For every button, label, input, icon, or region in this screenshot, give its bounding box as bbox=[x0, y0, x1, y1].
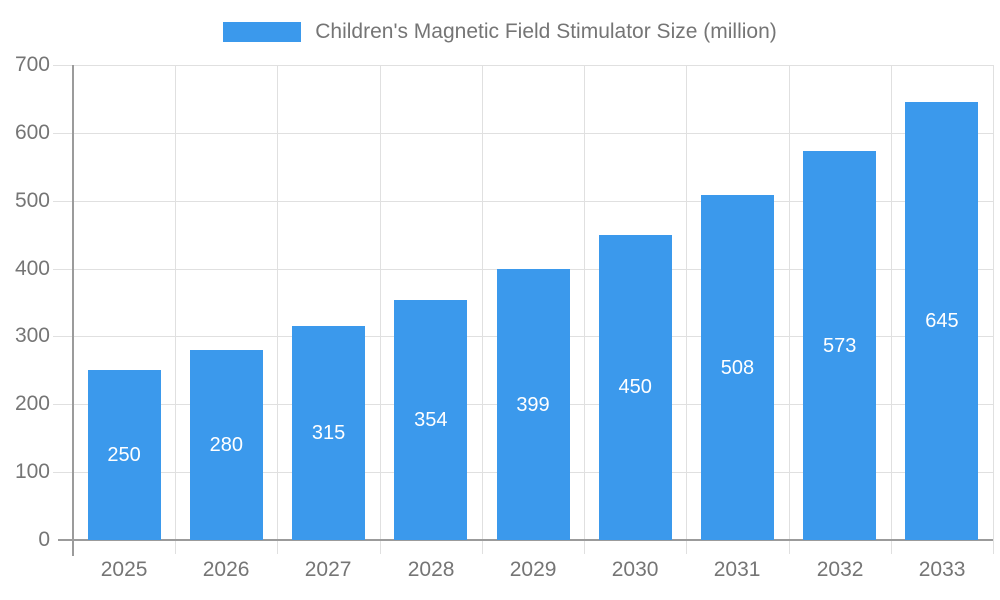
bar-value-label: 573 bbox=[823, 334, 857, 357]
bar-value-label: 354 bbox=[414, 408, 448, 431]
y-axis-tick-label: 300 bbox=[14, 324, 50, 347]
x-axis-tick-label: 2027 bbox=[304, 558, 352, 581]
bar-2028[interactable]: 354 bbox=[394, 299, 468, 540]
gridline-vertical bbox=[993, 65, 994, 554]
bar-value-label: 508 bbox=[720, 356, 755, 379]
bar-2030[interactable]: 450 bbox=[598, 234, 672, 540]
bar-value-label: 315 bbox=[311, 422, 346, 445]
y-axis-tick-label: 600 bbox=[14, 121, 50, 144]
gridline-vertical bbox=[482, 65, 483, 554]
gridline-vertical bbox=[891, 65, 892, 554]
gridline-vertical bbox=[584, 65, 585, 554]
y-axis-tick-label: 500 bbox=[14, 189, 50, 212]
y-axis-tick-label: 200 bbox=[14, 392, 50, 415]
y-axis-tick-label: 100 bbox=[14, 460, 50, 483]
bar-value-label: 399 bbox=[516, 393, 550, 416]
x-axis-tick-label: 2032 bbox=[816, 558, 864, 581]
bar-2032[interactable]: 573 bbox=[803, 151, 877, 540]
y-axis-line bbox=[72, 65, 74, 556]
y-axis-tick-label: 0 bbox=[38, 528, 50, 551]
bar-value-label: 280 bbox=[209, 434, 243, 456]
legend-item[interactable]: Children's Magnetic Field Stimulator Siz… bbox=[0, 20, 1000, 44]
gridline-vertical bbox=[686, 65, 687, 554]
x-axis-tick-label: 2026 bbox=[202, 558, 250, 581]
x-axis-tick-label: 2031 bbox=[713, 558, 761, 581]
gridline-vertical bbox=[277, 65, 278, 554]
bar-2027[interactable]: 315 bbox=[292, 326, 366, 541]
legend-label: Children's Magnetic Field Stimulator Siz… bbox=[315, 20, 777, 43]
bar-2029[interactable]: 399 bbox=[496, 269, 570, 541]
x-axis-tick-label: 2033 bbox=[918, 558, 966, 581]
gridline-vertical bbox=[175, 65, 176, 554]
bar-2025[interactable]: 250 bbox=[87, 370, 161, 540]
gridline-horizontal bbox=[53, 65, 993, 66]
x-axis-tick-label: 2029 bbox=[509, 558, 557, 581]
gridline-vertical bbox=[380, 65, 381, 554]
x-axis-tick-label: 2025 bbox=[100, 558, 148, 581]
gridline-vertical bbox=[789, 65, 790, 554]
x-axis-tick-label: 2028 bbox=[407, 558, 455, 581]
gridline-horizontal bbox=[53, 133, 993, 134]
bar-2033[interactable]: 645 bbox=[905, 102, 979, 540]
y-axis-tick-label: 700 bbox=[14, 53, 50, 76]
x-axis-tick-label: 2030 bbox=[611, 558, 659, 581]
y-axis-tick-label: 400 bbox=[14, 257, 50, 280]
bar-value-label: 250 bbox=[107, 444, 141, 467]
bar-value-label: 645 bbox=[925, 310, 959, 333]
bar-2031[interactable]: 508 bbox=[700, 195, 774, 540]
legend-swatch-icon bbox=[223, 22, 302, 42]
gridline-horizontal bbox=[53, 201, 993, 202]
bar-2026[interactable]: 280 bbox=[189, 350, 263, 540]
bar-value-label: 450 bbox=[618, 376, 652, 399]
